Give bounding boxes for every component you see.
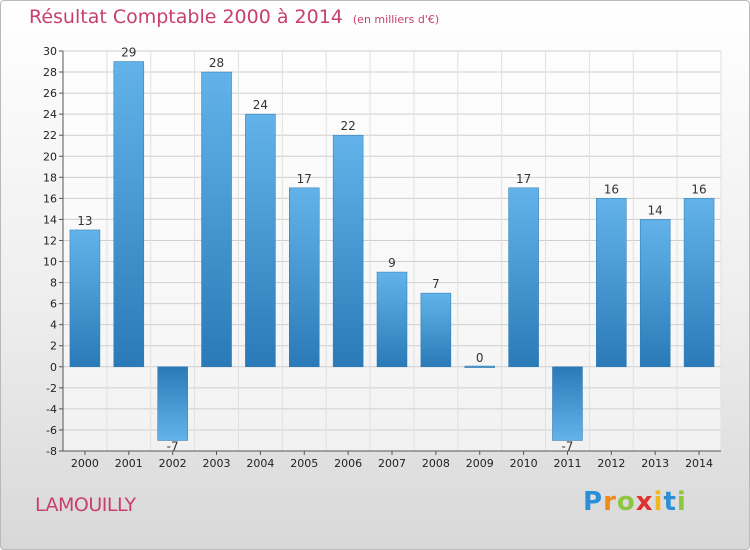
bar xyxy=(639,219,671,368)
bar-value-label: 13 xyxy=(77,214,92,228)
bar xyxy=(552,366,583,441)
bar xyxy=(69,229,101,368)
y-tick-label: 22 xyxy=(43,129,57,142)
x-tick-label: 2000 xyxy=(71,457,99,470)
bar-value-label: 14 xyxy=(648,203,663,217)
bar-value-label: 17 xyxy=(297,172,312,186)
x-tick-label: 2003 xyxy=(203,457,231,470)
bar-value-label: 17 xyxy=(516,172,531,186)
logo-letter: t xyxy=(663,487,677,517)
logo-letter: o xyxy=(616,487,636,517)
x-tick-label: 2010 xyxy=(510,457,538,470)
chart-subtitle: (en milliers d'€) xyxy=(352,13,440,26)
y-tick-label: -4 xyxy=(46,403,57,416)
y-tick-label: 28 xyxy=(43,66,57,79)
y-tick-label: 2 xyxy=(50,340,57,353)
x-tick-label: 2006 xyxy=(334,457,362,470)
y-tick-label: 0 xyxy=(50,361,57,374)
commune-name: LAMOUILLY xyxy=(35,494,136,516)
bar xyxy=(420,292,452,368)
proxiti-logo: Proxiti xyxy=(583,487,687,517)
bar xyxy=(157,366,188,441)
x-tick-label: 2005 xyxy=(290,457,318,470)
y-tick-label: -8 xyxy=(46,445,57,458)
y-tick-label: 6 xyxy=(50,298,57,311)
y-tick-label: 24 xyxy=(43,108,57,121)
bar-value-label: 29 xyxy=(121,46,136,60)
logo-letter: i xyxy=(676,487,687,517)
bar xyxy=(201,71,232,368)
chart-title: Résultat Comptable 2000 à 2014 (en millie… xyxy=(29,6,440,28)
y-tick-label: 8 xyxy=(50,277,57,290)
bar xyxy=(113,61,145,368)
y-tick-label: 14 xyxy=(43,213,57,226)
bar xyxy=(376,271,408,368)
bar xyxy=(332,134,364,368)
logo-letter: x xyxy=(635,487,654,517)
bar-value-label: 16 xyxy=(604,182,619,196)
y-tick-label: 12 xyxy=(43,234,57,247)
x-tick-label: 2011 xyxy=(553,457,581,470)
bar-value-label: -7 xyxy=(561,439,573,453)
x-tick-label: 2001 xyxy=(115,457,143,470)
x-tick-label: 2009 xyxy=(466,457,494,470)
x-tick-label: 2008 xyxy=(422,457,450,470)
bar xyxy=(289,187,320,368)
x-tick-label: 2007 xyxy=(378,457,406,470)
x-tick-label: 2013 xyxy=(641,457,669,470)
y-tick-label: 10 xyxy=(43,256,57,269)
logo-letter: P xyxy=(583,487,604,517)
bar-value-label: -7 xyxy=(167,439,179,453)
bar xyxy=(683,198,715,368)
y-tick-label: 18 xyxy=(43,171,57,184)
bar-value-label: 24 xyxy=(253,98,268,112)
x-tick-label: 2014 xyxy=(685,457,713,470)
bar-value-label: 22 xyxy=(340,119,355,133)
x-tick-label: 2012 xyxy=(597,457,625,470)
y-tick-label: 30 xyxy=(43,45,57,58)
y-tick-label: -6 xyxy=(46,424,57,437)
bar-value-label: 0 xyxy=(476,351,484,365)
bar-value-label: 9 xyxy=(388,256,396,270)
y-tick-label: 4 xyxy=(50,319,57,332)
bar xyxy=(508,187,539,368)
bar xyxy=(245,113,276,368)
bar-value-label: 16 xyxy=(691,182,706,196)
bar xyxy=(596,198,627,368)
bar xyxy=(464,365,495,368)
y-tick-label: 20 xyxy=(43,150,57,163)
logo-letter: i xyxy=(653,487,664,517)
x-tick-label: 2002 xyxy=(159,457,187,470)
y-tick-label: 26 xyxy=(43,87,57,100)
bar-value-label: 28 xyxy=(209,56,224,70)
y-tick-label: 16 xyxy=(43,192,57,205)
x-tick-label: 2004 xyxy=(246,457,274,470)
logo-letter: r xyxy=(603,487,617,517)
y-tick-label: -2 xyxy=(46,382,57,395)
bar-value-label: 7 xyxy=(432,277,440,291)
